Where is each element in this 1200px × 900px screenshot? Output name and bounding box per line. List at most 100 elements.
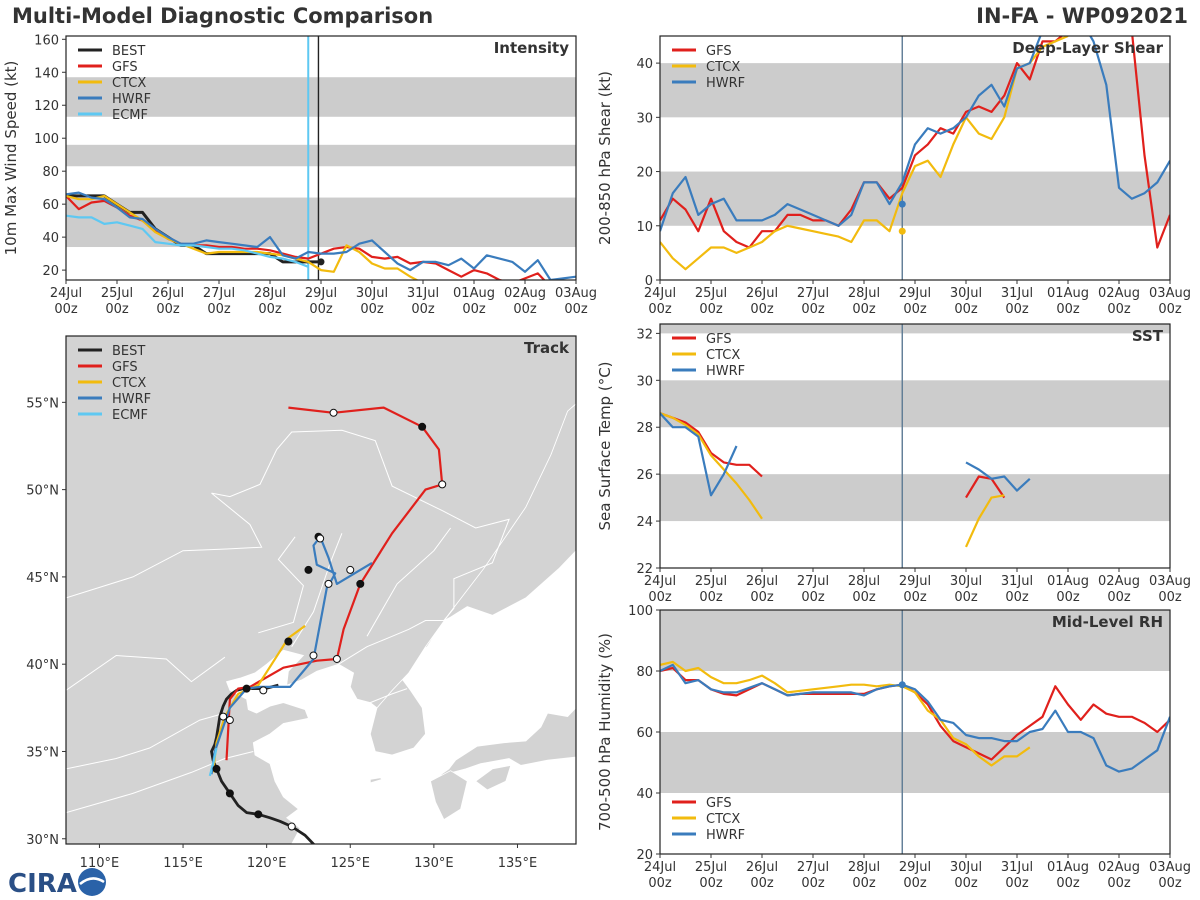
- shade-band: [660, 324, 1170, 334]
- x-tick-label: 31Jul: [1001, 286, 1033, 301]
- y-tick-label: 0: [645, 274, 653, 289]
- x-tick-sublabel: 00z: [1056, 590, 1080, 605]
- x-tick-label: 130°E: [414, 856, 454, 871]
- y-tick-label: 26: [636, 468, 653, 483]
- map-area: [66, 336, 576, 844]
- x-tick-sublabel: 00z: [852, 302, 876, 317]
- x-tick-sublabel: 00z: [750, 876, 774, 891]
- border-province-4: [291, 533, 343, 647]
- x-tick-label: 26Jul: [152, 286, 184, 301]
- x-tick-label: 25Jul: [695, 574, 727, 589]
- shade-band: [66, 197, 576, 248]
- x-tick-label: 110°E: [80, 856, 120, 871]
- chart-sst: 22242628303224Jul00z25Jul00z26Jul00z27Ju…: [596, 323, 1191, 605]
- x-tick-label: 24Jul: [644, 286, 676, 301]
- track-marker-hwrf: [346, 565, 355, 574]
- border-china-north: [66, 429, 510, 621]
- track-marker-hwrf: [324, 579, 333, 588]
- x-tick-label: 01Aug: [1047, 574, 1089, 589]
- x-tick-label: 29Jul: [899, 860, 931, 875]
- legend-label: HWRF: [706, 828, 745, 843]
- x-tick-label: 27Jul: [797, 574, 829, 589]
- track-marker-hwrf: [225, 716, 234, 725]
- x-tick-label: 24Jul: [644, 574, 676, 589]
- series-line-hwrf: [66, 191, 576, 280]
- chart-intensity: 2040608010012014016024Jul00z25Jul00z26Ju…: [2, 33, 597, 317]
- ctcx-init-point: [898, 227, 906, 235]
- x-tick-label: 26Jul: [746, 860, 778, 875]
- series-line-ctcx: [66, 194, 420, 280]
- x-tick-sublabel: 00z: [1107, 876, 1131, 891]
- x-tick-sublabel: 00z: [852, 590, 876, 605]
- panel-title: SST: [1132, 327, 1164, 345]
- legend-label: ECMF: [112, 408, 148, 423]
- y-tick-label: 30°N: [26, 833, 59, 848]
- x-tick-sublabel: 00z: [1107, 302, 1131, 317]
- track-marker-hwrf: [309, 651, 318, 660]
- land-shikoku: [475, 764, 512, 791]
- land-kyushu: [430, 770, 468, 821]
- land-jeju: [369, 777, 383, 784]
- legend-label: HWRF: [112, 392, 151, 407]
- x-tick-sublabel: 00z: [954, 302, 978, 317]
- plot-area: [660, 610, 1170, 854]
- border-province-1: [66, 654, 226, 691]
- y-tick-label: 60: [42, 198, 59, 213]
- x-tick-label: 27Jul: [203, 286, 235, 301]
- shade-band: [66, 77, 576, 117]
- x-tick-sublabel: 00z: [360, 302, 384, 317]
- x-tick-label: 02Aug: [1098, 286, 1140, 301]
- series-line-ctcx: [660, 660, 1031, 767]
- x-tick-label: 125°E: [330, 856, 370, 871]
- x-tick-sublabel: 00z: [903, 302, 927, 317]
- logo-swoosh: [79, 877, 105, 885]
- legend-label: CTCX: [706, 60, 740, 75]
- x-tick-sublabel: 00z: [903, 590, 927, 605]
- series-line-hwrf: [660, 663, 1170, 773]
- track-marker-hwrf: [259, 686, 268, 695]
- track-marker-gfs: [329, 408, 338, 417]
- plot-area: [660, 324, 1170, 568]
- border-province-2: [66, 712, 226, 770]
- y-tick-label: 80: [42, 165, 59, 180]
- x-tick-label: 02Aug: [504, 286, 546, 301]
- series-line-gfs: [660, 36, 1170, 249]
- x-tick-sublabel: 00z: [903, 876, 927, 891]
- x-tick-label: 29Jul: [305, 286, 337, 301]
- shade-band: [660, 171, 1170, 226]
- series-line-hwrf: [965, 461, 1031, 492]
- track-marker-gfs: [356, 579, 365, 588]
- y-tick-label: 100: [34, 132, 59, 147]
- x-tick-sublabel: 00z: [309, 302, 333, 317]
- legend-label: GFS: [112, 360, 138, 375]
- logo-globe: [78, 868, 106, 896]
- legend-label: HWRF: [112, 92, 151, 107]
- series-line-hwrf: [660, 412, 738, 497]
- chart-shear: 01020304024Jul00z25Jul00z26Jul00z27Jul00…: [596, 35, 1191, 317]
- x-tick-label: 02Aug: [1098, 574, 1140, 589]
- cira-logo-graphic: CIRA: [8, 868, 106, 898]
- track-marker-hwrf: [219, 712, 228, 721]
- x-tick-label: 24Jul: [50, 286, 82, 301]
- y-tick-label: 35°N: [26, 745, 59, 760]
- track-marker-gfs: [418, 422, 427, 431]
- legend-label: CTCX: [112, 376, 146, 391]
- legend-label: GFS: [706, 332, 732, 347]
- x-tick-label: 26Jul: [746, 574, 778, 589]
- x-tick-sublabel: 00z: [801, 590, 825, 605]
- x-tick-label: 03Aug: [555, 286, 597, 301]
- page-title: Multi-Model Diagnostic Comparison: [12, 4, 434, 28]
- y-tick-label: 120: [34, 99, 59, 114]
- hwrf-init-point: [898, 200, 906, 208]
- map-frame: [65, 335, 577, 845]
- shade-band: [660, 732, 1170, 793]
- y-axis-label: 10m Max Wind Speed (kt): [2, 61, 20, 256]
- x-tick-label: 30Jul: [950, 574, 982, 589]
- x-tick-sublabel: 00z: [1158, 876, 1182, 891]
- x-tick-sublabel: 00z: [1158, 302, 1182, 317]
- y-tick-label: 40: [636, 787, 653, 802]
- chart-rh: 2040608010024Jul00z25Jul00z26Jul00z27Jul…: [596, 604, 1191, 891]
- chart-track: 110°E 115°E 120°E 125°E 130°E 135°E 30°N 35°N 40…: [26, 335, 577, 871]
- track-line-ecmf: [208, 747, 218, 777]
